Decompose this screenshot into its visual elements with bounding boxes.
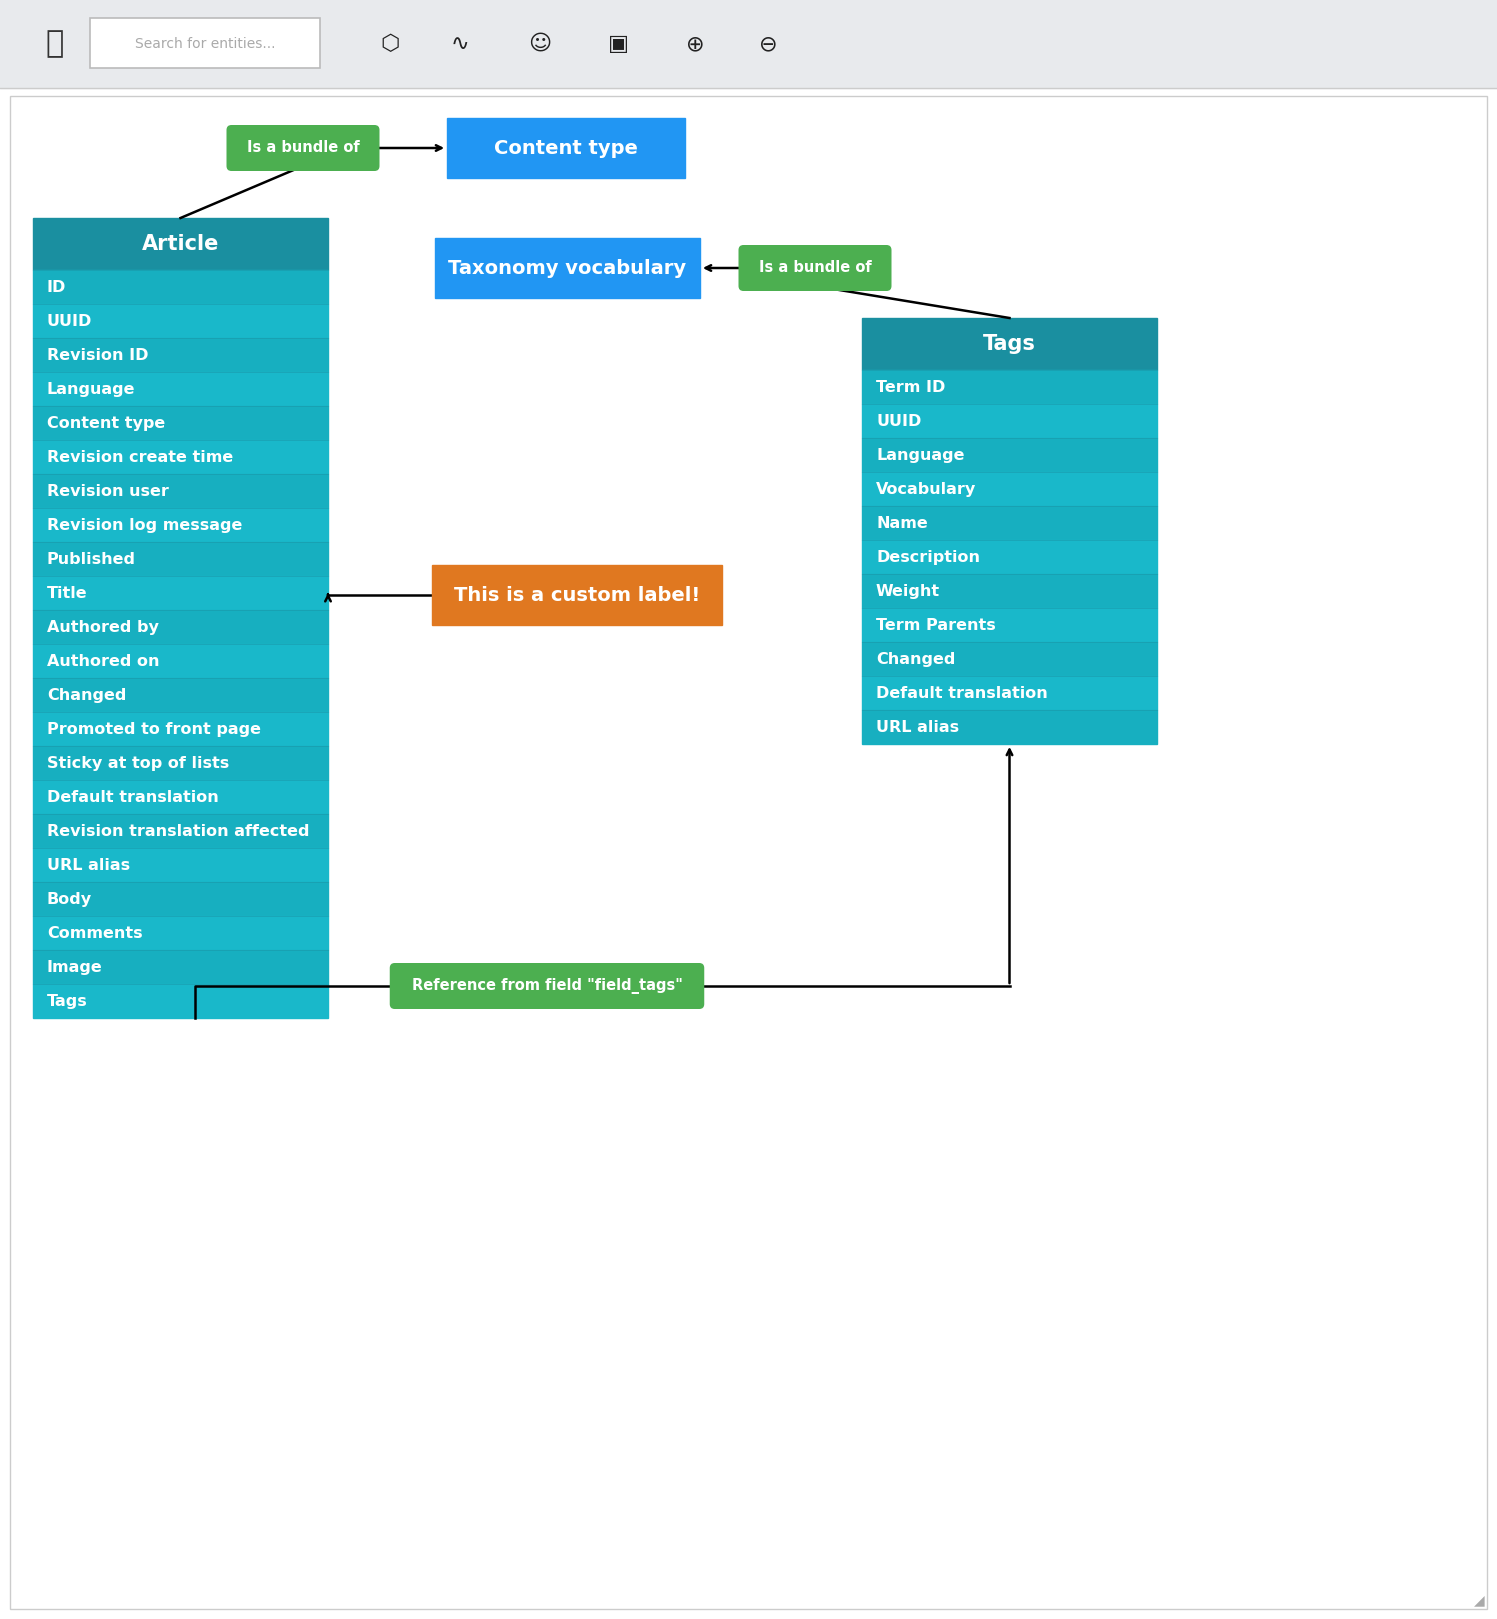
Bar [862, 317, 1157, 371]
Text: Description: Description [876, 549, 981, 565]
Bar [33, 916, 328, 950]
Bar [33, 406, 328, 440]
Text: UUID: UUID [46, 314, 93, 329]
Bar [862, 677, 1157, 711]
Bar [862, 643, 1157, 677]
Text: Tags: Tags [46, 994, 88, 1009]
Bar [862, 405, 1157, 439]
Text: ▣: ▣ [608, 34, 629, 53]
Text: ⬡: ⬡ [380, 34, 400, 53]
Text: Image: Image [46, 960, 103, 975]
Text: Content type: Content type [46, 416, 165, 431]
Bar [862, 609, 1157, 643]
Bar [33, 644, 328, 678]
Bar [862, 439, 1157, 473]
Bar [33, 780, 328, 814]
Bar [33, 678, 328, 712]
Text: Name: Name [876, 515, 928, 531]
Bar [862, 371, 1157, 405]
Text: Authored on: Authored on [46, 654, 160, 669]
Text: Default translation: Default translation [876, 685, 1048, 701]
Text: UUID: UUID [876, 413, 921, 429]
Bar [433, 565, 722, 625]
Bar [33, 219, 328, 270]
Text: Comments: Comments [46, 926, 142, 941]
Text: Language: Language [46, 382, 136, 397]
Text: ⌕: ⌕ [46, 29, 64, 58]
Bar [862, 473, 1157, 507]
Text: Revision translation affected: Revision translation affected [46, 824, 310, 839]
Text: ⊕: ⊕ [686, 34, 704, 53]
Text: Weight: Weight [876, 583, 940, 599]
Bar [33, 542, 328, 576]
Text: ∿: ∿ [451, 34, 470, 53]
Text: Content type: Content type [494, 139, 638, 157]
Text: Revision user: Revision user [46, 484, 169, 499]
Text: ID: ID [46, 280, 66, 295]
Text: Sticky at top of lists: Sticky at top of lists [46, 756, 229, 771]
Text: Article: Article [142, 235, 219, 254]
Text: Default translation: Default translation [46, 790, 219, 805]
FancyBboxPatch shape [90, 18, 320, 68]
Bar [33, 746, 328, 780]
FancyBboxPatch shape [389, 963, 704, 1009]
Bar [33, 372, 328, 406]
Bar [862, 711, 1157, 745]
Bar [448, 118, 686, 178]
Bar [33, 950, 328, 984]
Text: Revision create time: Revision create time [46, 450, 234, 465]
FancyBboxPatch shape [226, 125, 380, 172]
Text: Body: Body [46, 892, 93, 907]
Bar [33, 610, 328, 644]
Text: Title: Title [46, 586, 88, 601]
Text: ☺: ☺ [528, 34, 551, 53]
Text: URL alias: URL alias [46, 858, 130, 873]
Text: Tags: Tags [984, 334, 1036, 355]
Text: Vocabulary: Vocabulary [876, 481, 976, 497]
Text: Authored by: Authored by [46, 620, 159, 635]
Text: Changed: Changed [876, 651, 955, 667]
Bar [33, 984, 328, 1018]
Bar [33, 474, 328, 508]
Text: Is a bundle of: Is a bundle of [247, 141, 359, 155]
Text: Promoted to front page: Promoted to front page [46, 722, 260, 737]
Text: Search for entities...: Search for entities... [135, 37, 275, 52]
Bar [33, 848, 328, 882]
Bar [862, 575, 1157, 609]
Text: Revision log message: Revision log message [46, 518, 243, 533]
Bar [33, 338, 328, 372]
Bar [33, 576, 328, 610]
Text: This is a custom label!: This is a custom label! [454, 586, 701, 604]
Text: Term ID: Term ID [876, 379, 946, 395]
FancyBboxPatch shape [738, 244, 892, 291]
Text: ⊖: ⊖ [759, 34, 777, 53]
Bar [436, 238, 701, 298]
Bar [33, 882, 328, 916]
Bar [33, 712, 328, 746]
Text: Term Parents: Term Parents [876, 617, 996, 633]
Text: Published: Published [46, 552, 136, 567]
Bar [33, 440, 328, 474]
Text: Changed: Changed [46, 688, 126, 703]
Bar [33, 508, 328, 542]
Text: Language: Language [876, 447, 964, 463]
Text: URL alias: URL alias [876, 719, 960, 735]
Text: ◢: ◢ [1475, 1593, 1485, 1608]
Text: Reference from field "field_tags": Reference from field "field_tags" [412, 978, 683, 994]
Bar [33, 270, 328, 304]
Text: Taxonomy vocabulary: Taxonomy vocabulary [449, 259, 687, 277]
Bar [0, 0, 1497, 87]
Text: Is a bundle of: Is a bundle of [759, 261, 871, 275]
Bar [862, 507, 1157, 541]
Bar [33, 304, 328, 338]
Bar [862, 541, 1157, 575]
Bar [33, 814, 328, 848]
Text: Revision ID: Revision ID [46, 348, 148, 363]
